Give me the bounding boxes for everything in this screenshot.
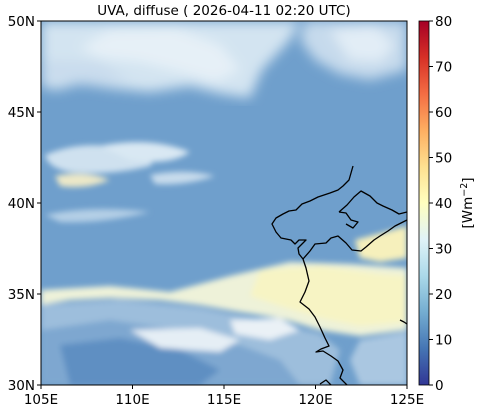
colorbar-label: [Wm−2] [459,177,476,228]
x-tick-label: 105E [24,392,58,408]
colorbar-tick-label: 30 [435,242,452,258]
y-tick-label: 40N [8,196,35,212]
colorbar-tick-label: 40 [435,196,452,212]
cloud-streaks-mid [45,142,215,223]
colorbar-tick-label: 20 [435,287,452,303]
x-tick-label: 110E [115,392,149,408]
colorbar: 80 70 60 50 40 30 20 10 0 [Wm−2] [418,14,476,394]
colorbar-tick-label: 0 [435,378,444,394]
map-title: UVA, diffuse ( 2026-04-11 02:20 UTC) [97,3,350,19]
cloud-band-north [41,21,407,98]
y-tick-label: 50N [8,14,35,30]
x-tick-label: 115E [207,392,241,408]
colorbar-tick-label: 70 [435,60,452,76]
cloud-region-south [41,226,407,385]
y-tick-label: 45N [8,105,35,121]
colorbar-gradient [418,20,430,386]
colorbar-tick-label: 60 [435,105,452,121]
y-tick-label: 35N [8,287,35,303]
x-tick-label: 120E [298,392,332,408]
colorbar-tick-label: 10 [435,333,452,349]
colorbar-tick-label: 50 [435,151,452,167]
y-tick-label: 30N [8,378,35,394]
map-panel [41,21,407,385]
y-axis: 50N 45N 40N 35N 30N [8,14,41,394]
colorbar-tick-label: 80 [435,14,452,30]
x-axis: 105E 110E 115E 120E 125E [24,385,424,408]
coastline [271,165,407,385]
x-tick-label: 125E [390,392,424,408]
